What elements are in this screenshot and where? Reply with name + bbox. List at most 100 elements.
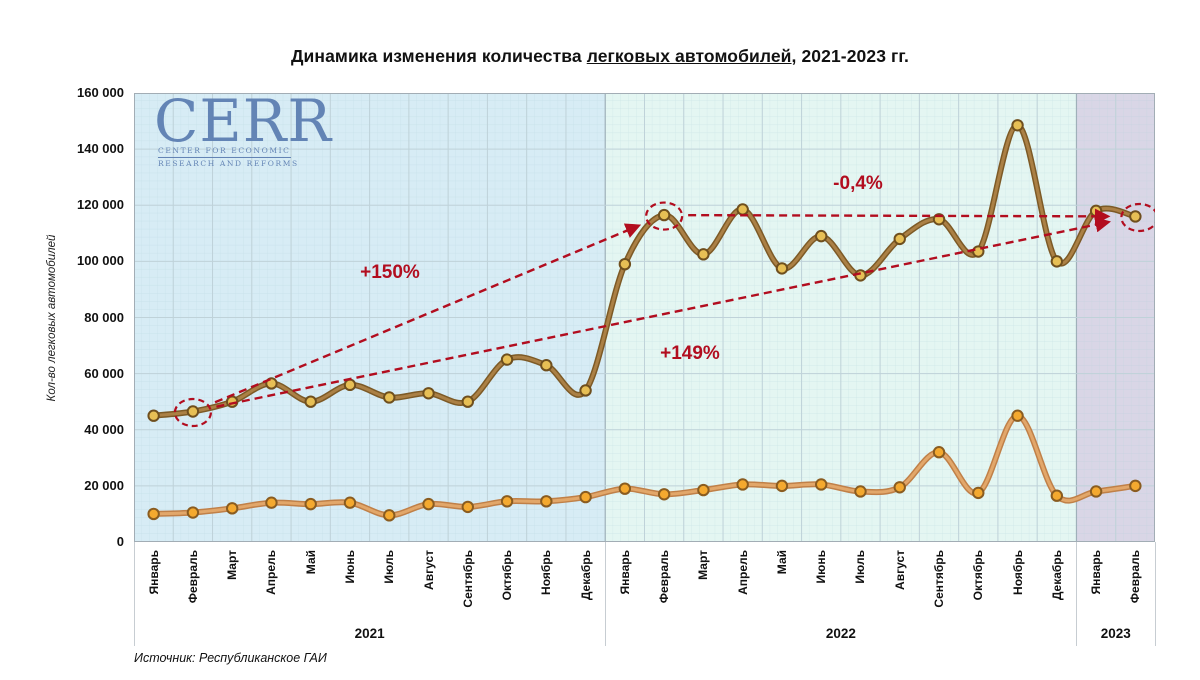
x-month-label: Февраль <box>1128 550 1143 604</box>
series-lower-marker <box>932 446 946 459</box>
chart-title-suffix: , 2021-2023 гг. <box>791 46 910 66</box>
series-upper <box>147 119 1142 422</box>
annotations: +150% +149% -0,4% <box>173 173 1159 428</box>
highlight-ellipse <box>645 201 684 231</box>
plot-border <box>134 93 1155 542</box>
series-lower-marker <box>500 495 514 508</box>
major-grid <box>133 92 1156 543</box>
series-lower-marker <box>1050 489 1064 502</box>
series-lower-marker <box>383 509 396 522</box>
trend-arrow <box>216 217 1112 408</box>
plot-area: +150% +149% -0,4% <box>133 92 1159 543</box>
series-upper-marker <box>815 229 828 243</box>
series-upper-marker <box>422 387 435 400</box>
chart-svg: +150% +149% -0,4% <box>133 92 1159 543</box>
y-tick-label: 20 000 <box>84 477 124 493</box>
y-tick-label: 80 000 <box>84 309 124 325</box>
series-lower-marker <box>343 496 357 509</box>
series-lower-marker <box>815 478 828 491</box>
x-month-label: Июнь <box>814 550 829 584</box>
series-lower-marker <box>225 502 239 515</box>
x-month-label: Апрель <box>735 550 750 595</box>
series-lower-marker <box>736 478 749 491</box>
series-lower-marker <box>854 485 867 498</box>
series-upper-marker <box>579 384 592 397</box>
series-lower-marker <box>304 497 317 511</box>
series-lower <box>147 409 1142 522</box>
series-lower-marker <box>893 481 906 494</box>
x-month-label: Август <box>421 550 436 590</box>
chart-title-prefix: Динамика изменения количества <box>290 46 587 66</box>
series-lower-marker <box>657 488 671 501</box>
series-lower-marker <box>265 496 278 509</box>
x-month-label: Март <box>225 550 240 580</box>
highlight-ellipse <box>1120 202 1159 233</box>
series-lower-marker <box>422 497 435 511</box>
annotation-label: +149% <box>660 343 720 364</box>
axis-separator <box>1155 542 1156 646</box>
series-upper-marker <box>893 232 906 246</box>
x-month-label: Июль <box>382 550 397 584</box>
annotation-label: +150% <box>360 262 420 283</box>
y-tick-label: 120 000 <box>77 197 124 213</box>
series-lower-marker <box>147 507 160 521</box>
axis-separator <box>605 542 607 646</box>
series-lower-marker <box>540 495 553 508</box>
cerr-logo-subtitle-line2: RESEARCH AND REFORMS <box>158 159 299 169</box>
y-tick-label: 0 <box>116 534 124 549</box>
series-upper-marker <box>736 203 749 216</box>
series-lower-marker <box>1089 485 1103 498</box>
series-upper-marker <box>186 405 200 418</box>
series-upper-marker <box>657 208 671 222</box>
axis-separator <box>1076 542 1078 646</box>
x-month-label: Сентябрь <box>932 550 947 608</box>
x-month-label: Июнь <box>342 550 357 584</box>
series-upper-marker <box>500 353 514 366</box>
y-tick-label: 160 000 <box>77 85 124 100</box>
series-upper-marker <box>1129 210 1142 223</box>
series-upper-marker <box>147 409 160 422</box>
chart-title: Динамика изменения количества легковых а… <box>0 46 1200 67</box>
x-month-label: Апрель <box>264 550 279 595</box>
series-upper-marker <box>304 395 317 408</box>
y-tick-label: 100 000 <box>77 253 124 269</box>
x-month-label: Октябрь <box>500 550 515 601</box>
x-month-label: Февраль <box>185 550 200 604</box>
year-label-2023: 2023 <box>1100 626 1131 641</box>
annotation-label: -0,4% <box>833 173 883 194</box>
x-month-label: Январь <box>1089 550 1104 595</box>
series-upper-marker <box>1011 119 1024 132</box>
y-tick-label: 60 000 <box>84 365 124 381</box>
series-upper-marker <box>775 262 789 275</box>
x-month-label: Ноябрь <box>1010 550 1025 595</box>
series-lower-marker <box>697 483 710 497</box>
series-upper-marker <box>540 359 553 372</box>
series-lower-marker <box>579 490 592 504</box>
x-month-label: Март <box>696 550 711 580</box>
x-month-label: Май <box>303 550 318 575</box>
year-label-2021: 2021 <box>354 626 385 641</box>
cerr-logo-acronym: CERR <box>154 87 333 155</box>
series-upper-marker <box>697 248 710 261</box>
x-month-label: Январь <box>617 550 632 595</box>
x-month-label: Август <box>892 550 907 590</box>
series-upper-marker <box>383 391 396 404</box>
x-month-label: Февраль <box>657 550 672 604</box>
series-lower-marker <box>972 486 985 500</box>
x-month-label: Октябрь <box>971 550 986 601</box>
x-month-label: Ноябрь <box>539 550 554 595</box>
series-lower-marker <box>618 482 632 495</box>
series-upper-marker <box>343 378 357 392</box>
highlight-ellipse <box>173 397 213 428</box>
series-upper-marker <box>1050 255 1064 268</box>
y-tick-label: 140 000 <box>77 141 124 157</box>
x-month-label: Декабрь <box>1049 550 1064 601</box>
axis-separator <box>134 542 135 646</box>
series-upper-marker <box>854 269 867 282</box>
series-lower-marker <box>461 500 474 514</box>
series-upper-marker <box>461 395 474 408</box>
chart-title-underlined: легковых автомобилей <box>586 46 792 66</box>
x-month-label: Декабрь <box>578 550 593 601</box>
series-lower-marker <box>186 506 200 519</box>
